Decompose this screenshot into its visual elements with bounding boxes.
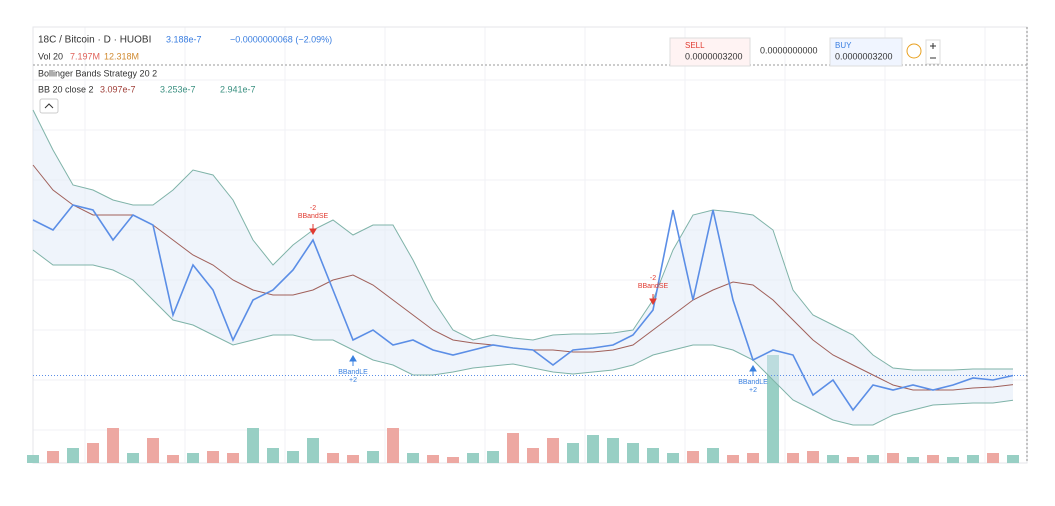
sell-button[interactable] [669,37,751,67]
volume-bar [187,453,199,463]
volume-bar [627,443,639,463]
volume-bar [287,451,299,463]
volume-bar [1007,455,1019,463]
volume-bar [527,448,539,463]
signal-arrow [349,355,357,366]
band-fill [33,110,1013,425]
volume-bar [847,457,859,463]
signal-label: +2 [349,377,357,384]
volume-bar [507,433,519,463]
last-price: 3.188e-7 [166,34,202,44]
volume-bar [867,455,879,463]
volume-legend-name: Vol 20 [38,51,63,61]
collapse-button[interactable] [39,98,59,114]
volume-bar [647,448,659,463]
volume-bar [747,453,759,463]
volume-bar [967,455,979,463]
volume-bar [667,453,679,463]
volume-bar [447,457,459,463]
volume-value: 7.197M [70,51,100,61]
bb-lower: 2.941e-7 [220,84,256,94]
volume-bar [907,457,919,463]
signal-label: -2 [310,205,316,212]
volume-bar [987,453,999,463]
volume-bar [607,438,619,463]
volume-bar [707,448,719,463]
volume-bar [887,453,899,463]
buy-label: BUY [835,41,852,50]
sell-price: 0.0000003200 [685,51,743,61]
bb-legend-name: BB 20 close 2 [38,84,94,94]
volume-bar [687,451,699,463]
spread: 0.0000000000 [760,45,818,55]
series-line [32,249,1014,426]
volume-bar [67,448,79,463]
bb-basis: 3.097e-7 [100,84,136,94]
price-change: −0.0000000068 (−2.09%) [230,34,332,44]
bb-upper: 3.253e-7 [160,84,196,94]
volume-bar [587,435,599,463]
volume-bar [927,455,939,463]
volume-bar [307,438,319,463]
collapse-icon [44,103,54,109]
volume-bar [107,428,119,463]
volume-bar [227,453,239,463]
volume-bar [467,453,479,463]
volume-bar [347,455,359,463]
info-icon[interactable] [906,43,922,59]
zoom-icons [930,43,936,59]
volume-ma-value: 12.318M [104,51,139,61]
volume-bar [407,453,419,463]
volume-bar [567,443,579,463]
volume-bar [127,453,139,463]
chart-title: 18C / Bitcoin · D · HUOBI [38,35,151,46]
series-line [32,204,1014,412]
signal-arrow [749,365,757,376]
volume-bar [387,428,399,463]
buy-price: 0.0000003200 [835,51,893,61]
zoom-buttons[interactable] [925,39,941,65]
strategy-name: Bollinger Bands Strategy 20 2 [38,68,157,78]
volume-bar [47,451,59,463]
volume-bar [327,453,339,463]
volume-bar [787,453,799,463]
volume-bar [487,451,499,463]
volume-bar [827,455,839,463]
sell-label: SELL [685,41,705,50]
buy-button[interactable] [829,37,903,67]
signal-arrow [309,224,317,235]
volume-bar [427,455,439,463]
volume-bar [267,448,279,463]
trade-widget: SELL 0.0000003200 0.0000000000 BUY 0.000… [669,37,941,67]
signal-label: BBandSE [638,283,669,290]
volume-bar [247,428,259,463]
volume-bar [807,451,819,463]
signal-label: -2 [650,275,656,282]
signal-label: BBandSE [298,213,329,220]
grid [32,26,1028,464]
volume-bar [167,455,179,463]
volume-bar [207,451,219,463]
volume-bar [547,438,559,463]
volume-bar [727,455,739,463]
volume-bar [87,443,99,463]
volume-bar [367,451,379,463]
signal-arrow [649,294,657,305]
signal-label: BBandLE [338,369,368,376]
series-line [32,109,1013,371]
volume-bar [947,457,959,463]
signal-label: +2 [749,387,757,394]
signal-label: BBandLE [738,379,768,386]
volume-bar [147,438,159,463]
volume-bar [27,455,39,463]
